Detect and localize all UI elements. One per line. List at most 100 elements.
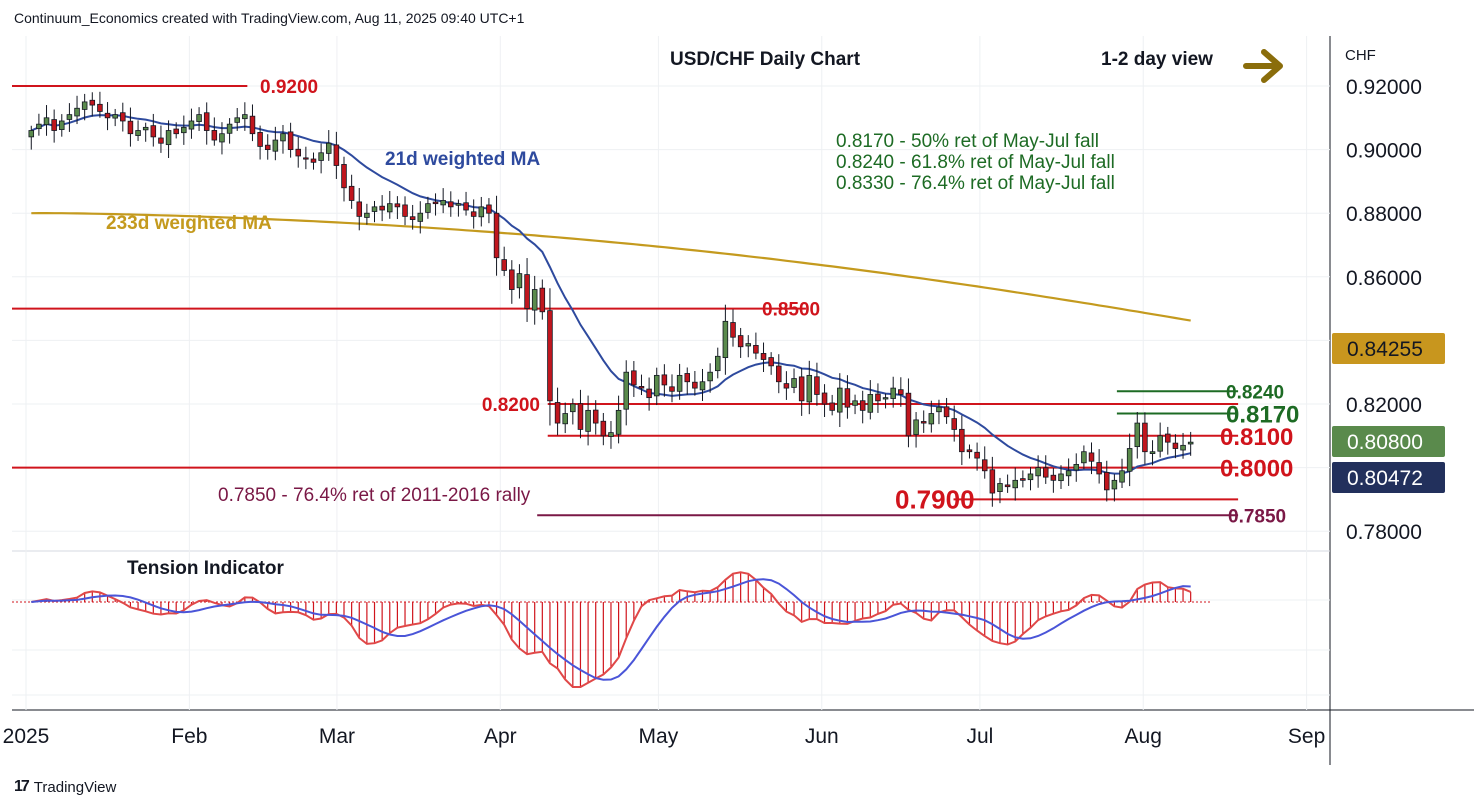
candle[interactable] bbox=[806, 374, 813, 403]
candle[interactable] bbox=[387, 203, 393, 213]
candle[interactable] bbox=[417, 212, 424, 222]
candle[interactable] bbox=[638, 386, 645, 389]
candle[interactable] bbox=[303, 157, 309, 160]
candle[interactable] bbox=[737, 335, 744, 348]
candle[interactable] bbox=[844, 388, 851, 408]
candle[interactable] bbox=[1142, 422, 1148, 453]
candle[interactable] bbox=[1180, 444, 1186, 451]
candle[interactable] bbox=[760, 353, 767, 360]
tradingview-branding[interactable]: 17 TradingView bbox=[14, 778, 116, 796]
candle[interactable] bbox=[112, 114, 118, 119]
candle[interactable] bbox=[188, 120, 195, 130]
candle[interactable] bbox=[402, 204, 408, 217]
candle[interactable] bbox=[394, 203, 401, 208]
candle[interactable] bbox=[959, 428, 965, 453]
candle[interactable] bbox=[745, 343, 752, 347]
candle[interactable] bbox=[120, 112, 126, 122]
candle[interactable] bbox=[1073, 464, 1080, 471]
candle[interactable] bbox=[501, 259, 507, 271]
candle[interactable] bbox=[295, 148, 301, 157]
candle[interactable] bbox=[653, 374, 660, 397]
candle[interactable] bbox=[1065, 470, 1072, 477]
candle[interactable] bbox=[936, 406, 942, 413]
candle[interactable] bbox=[463, 202, 469, 211]
candle[interactable] bbox=[1165, 433, 1171, 443]
candle[interactable] bbox=[1149, 451, 1156, 454]
candle[interactable] bbox=[226, 123, 233, 134]
candle[interactable] bbox=[524, 274, 530, 310]
candle[interactable] bbox=[1157, 435, 1163, 452]
candle[interactable] bbox=[318, 152, 324, 161]
candle[interactable] bbox=[646, 388, 652, 399]
candle[interactable] bbox=[669, 386, 675, 392]
candle[interactable] bbox=[173, 128, 179, 135]
candle[interactable] bbox=[684, 373, 691, 383]
candle[interactable] bbox=[135, 130, 141, 136]
candle[interactable] bbox=[776, 365, 782, 383]
candle[interactable] bbox=[943, 406, 950, 418]
candle[interactable] bbox=[66, 114, 73, 120]
candle[interactable] bbox=[829, 402, 835, 411]
candle[interactable] bbox=[608, 432, 614, 437]
candle[interactable] bbox=[470, 211, 477, 217]
candle[interactable] bbox=[707, 371, 713, 382]
candle[interactable] bbox=[1004, 484, 1011, 488]
candle[interactable] bbox=[51, 119, 57, 131]
candle[interactable] bbox=[898, 389, 904, 395]
candle[interactable] bbox=[356, 201, 363, 217]
candle[interactable] bbox=[272, 139, 279, 152]
candle[interactable] bbox=[280, 133, 286, 142]
candle[interactable] bbox=[165, 130, 172, 146]
candle[interactable] bbox=[699, 381, 706, 391]
candle[interactable] bbox=[661, 374, 668, 386]
candle[interactable] bbox=[714, 355, 721, 372]
candle[interactable] bbox=[493, 212, 500, 259]
candle[interactable] bbox=[966, 449, 973, 453]
candle[interactable] bbox=[364, 212, 370, 218]
candle[interactable] bbox=[951, 418, 957, 430]
plot-area[interactable] bbox=[12, 36, 1330, 765]
candle[interactable] bbox=[585, 409, 591, 432]
candle[interactable] bbox=[623, 371, 629, 410]
candle[interactable] bbox=[219, 133, 225, 143]
candle[interactable] bbox=[577, 403, 584, 430]
candle[interactable] bbox=[211, 130, 218, 141]
candle[interactable] bbox=[867, 394, 874, 413]
candle[interactable] bbox=[97, 103, 103, 112]
candle[interactable] bbox=[753, 345, 759, 354]
candle[interactable] bbox=[1172, 442, 1179, 449]
candle[interactable] bbox=[59, 120, 65, 130]
candle[interactable] bbox=[791, 378, 797, 388]
candle[interactable] bbox=[1050, 474, 1057, 481]
candle[interactable] bbox=[1081, 451, 1087, 464]
candle[interactable] bbox=[333, 144, 340, 166]
candle[interactable] bbox=[631, 370, 637, 386]
candle[interactable] bbox=[554, 402, 561, 424]
candle[interactable] bbox=[142, 126, 149, 131]
candle[interactable] bbox=[81, 101, 88, 110]
candle[interactable] bbox=[692, 381, 698, 389]
candle[interactable] bbox=[852, 400, 858, 406]
candle[interactable] bbox=[814, 376, 820, 395]
candle[interactable] bbox=[196, 114, 202, 122]
candle[interactable] bbox=[43, 117, 50, 126]
candle[interactable] bbox=[89, 99, 96, 106]
candle[interactable] bbox=[913, 419, 919, 435]
candle[interactable] bbox=[1104, 472, 1110, 491]
candle[interactable] bbox=[325, 142, 332, 154]
candle[interactable] bbox=[837, 387, 843, 413]
candle[interactable] bbox=[242, 114, 248, 120]
candle[interactable] bbox=[798, 376, 805, 402]
candle[interactable] bbox=[539, 287, 546, 313]
candle[interactable] bbox=[150, 125, 157, 138]
candle[interactable] bbox=[905, 392, 912, 437]
candle[interactable] bbox=[920, 421, 927, 424]
candle[interactable] bbox=[74, 107, 80, 117]
candle[interactable] bbox=[890, 387, 896, 399]
candle[interactable] bbox=[341, 164, 347, 189]
candle[interactable] bbox=[478, 206, 485, 218]
candle[interactable] bbox=[730, 322, 736, 338]
candle[interactable] bbox=[104, 112, 111, 119]
candle[interactable] bbox=[1187, 441, 1194, 445]
